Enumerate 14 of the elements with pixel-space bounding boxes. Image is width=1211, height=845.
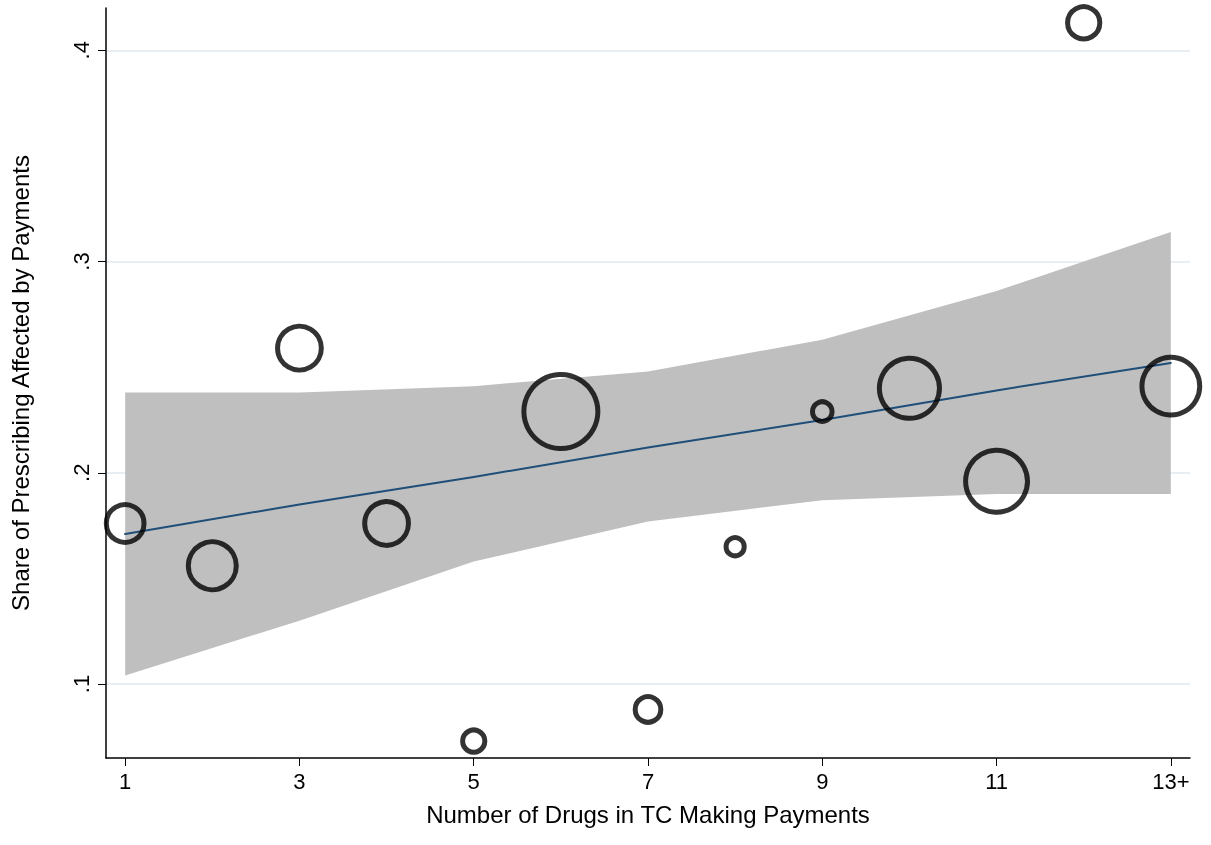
- x-tick-label: 7: [641, 768, 655, 794]
- x-tick-label: 9: [816, 768, 829, 794]
- y-tick-label: .4: [68, 41, 94, 60]
- y-tick-label: .3: [68, 252, 94, 271]
- x-tick-label: 5: [467, 768, 480, 794]
- x-axis-title: Number of Drugs in TC Making Payments: [426, 800, 870, 828]
- x-tick-label: 13+: [1152, 768, 1190, 794]
- y-tick-label: .1: [68, 674, 94, 694]
- x-tick-label: 11: [985, 768, 1008, 794]
- y-axis-title: Share of Prescribing Affected by Payments: [6, 155, 34, 611]
- y-tick-label: .2: [68, 463, 94, 482]
- x-tick-label: 1: [119, 768, 132, 794]
- x-tick-label: 3: [293, 768, 306, 794]
- line-series: [124, 361, 1172, 536]
